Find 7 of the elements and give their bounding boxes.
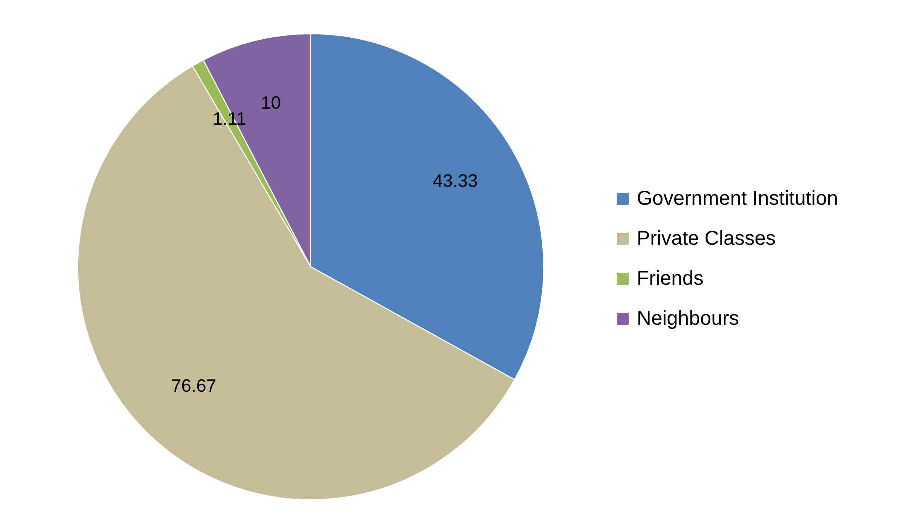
legend-label: Neighbours <box>637 308 740 330</box>
data-label: 43.33 <box>433 170 478 191</box>
legend-label: Friends <box>637 268 704 290</box>
data-label: 76.67 <box>171 376 216 396</box>
data-label: 10 <box>261 93 282 114</box>
legend-label: Private Classes <box>637 228 776 250</box>
legend-label: Government Institution <box>637 188 838 210</box>
